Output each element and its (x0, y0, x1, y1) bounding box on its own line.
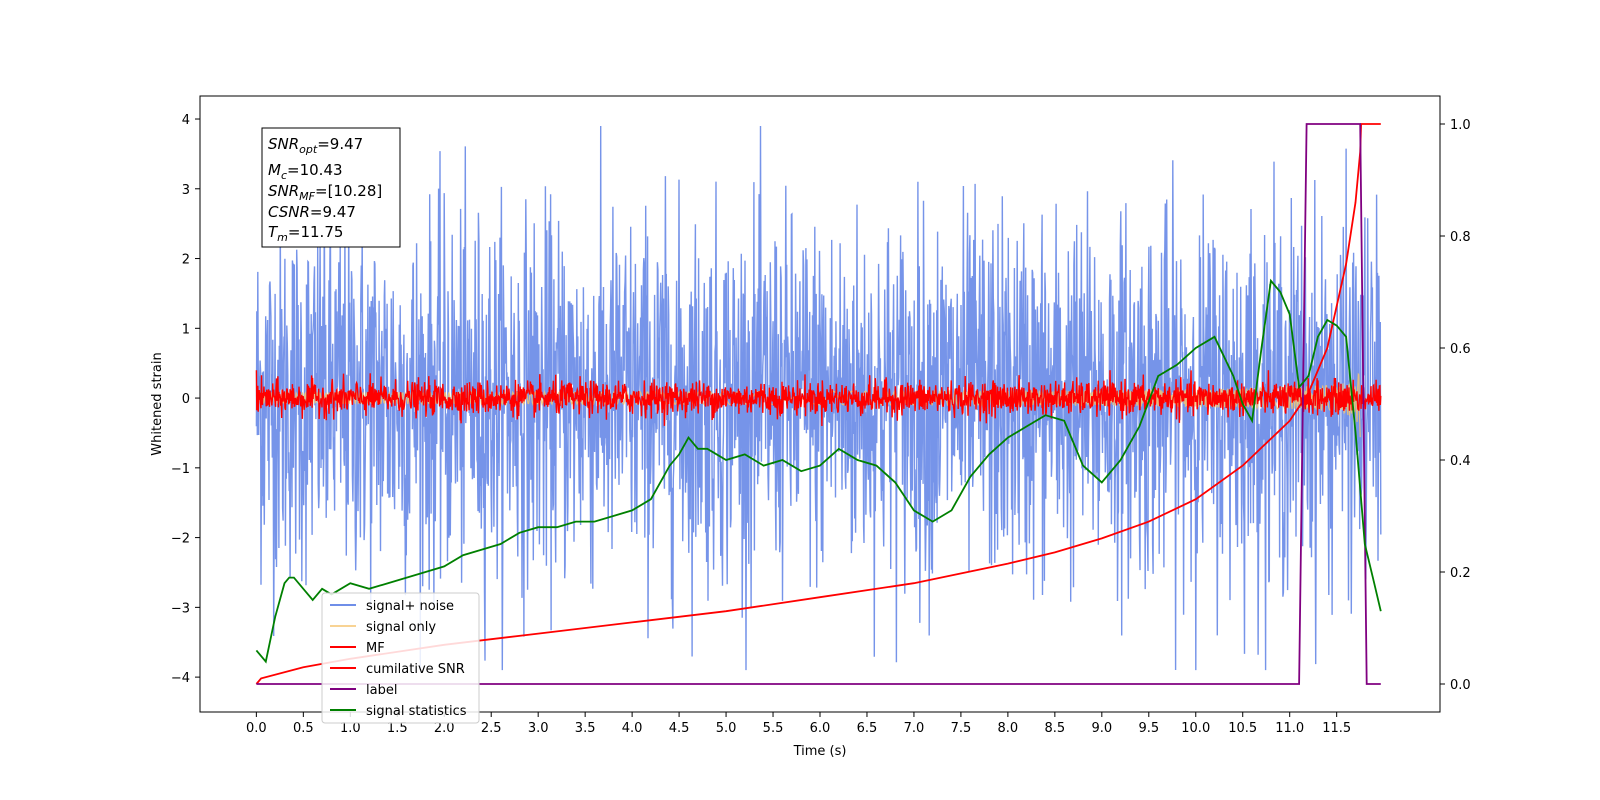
y-tick-label: 0 (182, 392, 190, 407)
x-tick-label: 6.5 (857, 721, 878, 736)
x-axis-ticks: 0.0 0.5 1.0 1.5 2.0 2.5 3.0 3.5 4.0 4.5 5.0 5.5 6.0 6… (246, 712, 1351, 736)
y-axis-label: Whitened strain (150, 352, 165, 455)
legend-label: label (366, 683, 397, 698)
series-label (256, 123, 1381, 685)
x-tick-label: 11.0 (1275, 721, 1304, 736)
x-tick-label: 5.5 (763, 721, 784, 736)
x-tick-label: 1.5 (387, 721, 408, 736)
y-tick-label: −4 (171, 671, 190, 686)
legend-label: MF (366, 641, 385, 656)
x-tick-label: 6.0 (810, 721, 831, 736)
info-mc: Mc=10.43 (268, 161, 343, 182)
legend: signal+ noise signal only MF cumilative SNR… (321, 592, 480, 724)
info-csnr: CSNR=9.47 (268, 203, 356, 221)
y2-tick-label: 0.6 (1450, 342, 1471, 357)
info-snr-mf: SNRMF=[10.28] (268, 182, 382, 203)
y-tick-label: −1 (171, 462, 190, 477)
legend-label: cumilative SNR (366, 662, 465, 677)
y-tick-label: 4 (182, 113, 190, 128)
info-snr-opt: SNRopt=9.47 (268, 135, 363, 156)
x-tick-label: 3.0 (528, 721, 549, 736)
x-tick-label: 5.0 (716, 721, 737, 736)
y-tick-label: −2 (171, 532, 190, 547)
x-tick-label: 2.0 (434, 721, 455, 736)
y-tick-label: −3 (171, 601, 190, 616)
info-box: SNRopt=9.47 Mc=10.43 SNRMF=[10.28] CSNR=… (261, 127, 401, 248)
x-tick-label: 9.0 (1091, 721, 1112, 736)
x-tick-label: 9.5 (1138, 721, 1159, 736)
x-tick-label: 8.5 (1045, 721, 1066, 736)
x-tick-label: 10.0 (1181, 721, 1210, 736)
y2-tick-label: 0.0 (1450, 678, 1471, 693)
x-tick-label: 7.0 (904, 721, 925, 736)
x-tick-label: 7.5 (951, 721, 972, 736)
y-tick-label: 2 (182, 253, 190, 268)
x-tick-label: 4.0 (622, 721, 643, 736)
legend-label: signal statistics (366, 704, 467, 719)
x-tick-label: 2.5 (481, 721, 502, 736)
legend-label: signal only (366, 620, 436, 635)
y-axis-ticks: 4 3 2 1 0 −1 −2 −3 −4 (171, 113, 200, 686)
series-mf (255, 370, 1382, 427)
y2-axis-ticks: 1.0 0.8 0.6 0.4 0.2 0.0 (1440, 118, 1471, 693)
y-tick-label: 3 (182, 183, 190, 198)
x-tick-label: 4.5 (669, 721, 690, 736)
x-tick-label: 0.5 (293, 721, 314, 736)
y2-tick-label: 1.0 (1450, 118, 1471, 133)
legend-label: signal+ noise (366, 599, 454, 614)
info-tm: Tm=11.75 (268, 223, 343, 244)
x-tick-label: 10.5 (1228, 721, 1257, 736)
y2-tick-label: 0.2 (1450, 566, 1471, 581)
series-signal-statistics (255, 278, 1382, 664)
x-tick-label: 0.0 (246, 721, 267, 736)
y2-tick-label: 0.8 (1450, 230, 1471, 245)
x-tick-label: 1.0 (340, 721, 361, 736)
x-tick-label: 3.5 (575, 721, 596, 736)
x-axis-label: Time (s) (793, 744, 847, 759)
x-tick-label: 8.0 (998, 721, 1019, 736)
y2-tick-label: 0.4 (1450, 454, 1471, 469)
x-tick-label: 11.5 (1322, 721, 1351, 736)
y-tick-label: 1 (182, 322, 190, 337)
